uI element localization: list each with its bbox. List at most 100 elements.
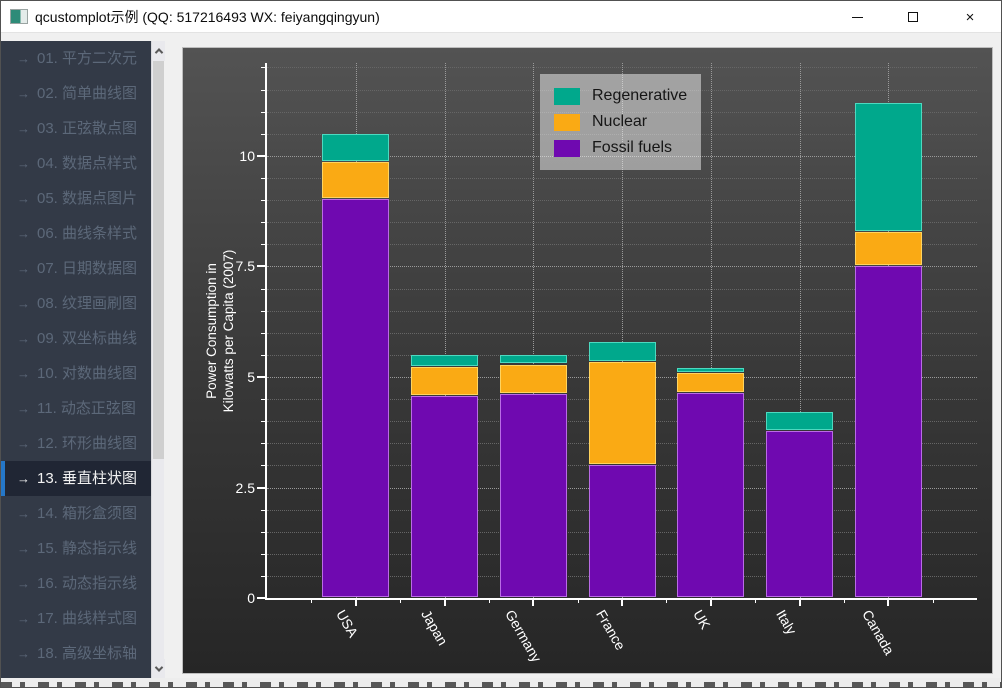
sidebar-item-17[interactable]: → 17. 曲线样式图	[1, 601, 151, 636]
grid-line-vertical	[444, 63, 446, 598]
bar-france-regenerative[interactable]	[588, 341, 656, 362]
legend-swatch	[554, 113, 580, 131]
legend-label: Nuclear	[592, 113, 648, 130]
legend-swatch	[554, 139, 580, 157]
sidebar-item-15[interactable]: → 15. 静态指示线	[1, 531, 151, 566]
x-tick-label: France	[593, 607, 629, 653]
y-sub-tick	[261, 575, 265, 577]
bar-canada-nuclear[interactable]	[854, 231, 922, 266]
sidebar-item-03[interactable]: → 03. 正弦散点图	[1, 111, 151, 146]
sidebar-item-18[interactable]: → 18. 高级坐标轴	[1, 636, 151, 671]
sidebar-item-label: 06. 曲线条样式	[37, 225, 138, 242]
bar-france-fossil-fuels[interactable]	[588, 464, 656, 597]
scrollbar-thumb[interactable]	[153, 61, 164, 459]
bar-japan-fossil-fuels[interactable]	[411, 396, 478, 597]
sidebar-item-12[interactable]: → 12. 环形曲线图	[1, 426, 151, 461]
sidebar-item-01[interactable]: → 01. 平方二次元	[1, 41, 151, 76]
x-sub-tick	[400, 600, 402, 603]
sidebar-item-label: 14. 箱形盒须图	[37, 505, 138, 522]
y-major-tick	[257, 375, 265, 378]
y-sub-tick	[261, 399, 265, 400]
arrow-icon: →	[17, 51, 30, 66]
bar-germany-nuclear[interactable]	[499, 364, 567, 393]
app-icon	[10, 9, 28, 24]
sidebar-item-label: 15. 静态指示线	[37, 540, 138, 557]
sidebar-item-07[interactable]: → 07. 日期数据图	[1, 251, 151, 286]
bar-canada-regenerative[interactable]	[854, 102, 922, 231]
sidebar-item-label: 08. 纹理画刷图	[37, 295, 138, 312]
sidebar-item-02[interactable]: → 02. 简单曲线图	[1, 76, 151, 111]
sidebar-item-06[interactable]: → 06. 曲线条样式	[1, 216, 151, 251]
legend-swatch	[554, 87, 580, 105]
y-tick-label: 10	[239, 147, 255, 164]
y-major-tick	[257, 265, 265, 268]
sidebar-menu: → 01. 平方二次元 → 02. 简单曲线图 → 03. 正弦散点图 → 04. 数据点样式…	[1, 41, 151, 679]
close-button[interactable]: ×	[947, 1, 993, 33]
legend-item-fossil-fuels[interactable]: Fossil fuels	[554, 135, 687, 161]
sidebar-item-13[interactable]: → 13. 垂直柱状图	[1, 461, 151, 496]
minimize-button[interactable]	[834, 1, 880, 33]
bar-italy-regenerative[interactable]	[766, 412, 833, 430]
sidebar-scrollbar[interactable]	[151, 41, 165, 679]
bar-usa-fossil-fuels[interactable]	[322, 198, 390, 597]
sidebar-item-label: 16. 动态指示线	[37, 575, 138, 592]
close-icon: ×	[965, 8, 975, 26]
chevron-up-icon	[154, 48, 163, 57]
grid-line-vertical	[799, 63, 801, 598]
sidebar-item-16[interactable]: → 16. 动态指示线	[1, 566, 151, 601]
bar-france-nuclear[interactable]	[588, 362, 656, 464]
arrow-icon: →	[17, 366, 30, 381]
y-sub-tick	[261, 354, 265, 356]
maximize-icon	[908, 12, 918, 22]
bar-uk-nuclear[interactable]	[677, 372, 745, 393]
bar-italy-fossil-fuels[interactable]	[766, 430, 833, 597]
y-tick-label: 2.5	[235, 479, 255, 496]
bar-uk-regenerative[interactable]	[677, 368, 745, 372]
sidebar-item-05[interactable]: → 05. 数据点图片	[1, 181, 151, 216]
y-sub-tick	[261, 509, 265, 511]
chevron-down-icon	[154, 663, 163, 672]
grid-line-vertical	[533, 63, 535, 598]
sidebar-item-label: 11. 动态正弦图	[37, 400, 136, 417]
sidebar-item-09[interactable]: → 09. 双坐标曲线	[1, 321, 151, 356]
maximize-button[interactable]	[890, 1, 936, 33]
bar-japan-nuclear[interactable]	[411, 367, 478, 396]
sidebar-item-11[interactable]: → 11. 动态正弦图	[1, 391, 151, 426]
x-tick-label: USA	[332, 607, 362, 640]
arrow-icon: →	[17, 296, 30, 311]
bar-uk-fossil-fuels[interactable]	[677, 393, 745, 597]
bar-japan-regenerative[interactable]	[411, 354, 478, 366]
sidebar-item-label: 04. 数据点样式	[37, 155, 138, 172]
arrow-icon: →	[17, 226, 30, 241]
legend: Regenerative Nuclear Fossil fuels	[540, 74, 702, 170]
y-sub-tick	[261, 288, 265, 290]
y-sub-tick	[261, 244, 265, 246]
scroll-down-button[interactable]	[152, 659, 165, 679]
arrow-icon: →	[17, 471, 30, 486]
scroll-up-button[interactable]	[152, 41, 165, 61]
y-sub-tick	[261, 222, 265, 224]
sidebar-item-04[interactable]: → 04. 数据点样式	[1, 146, 151, 181]
x-major-tick	[532, 600, 535, 606]
y-sub-tick	[261, 111, 265, 113]
chart-panel: 0 2.5 5 7.5 10 USA Japan Germany France UK Italy Ca…	[182, 47, 993, 674]
bar-usa-nuclear[interactable]	[322, 161, 390, 198]
arrow-icon: →	[17, 261, 30, 276]
y-axis	[265, 63, 267, 600]
bar-usa-regenerative[interactable]	[322, 133, 390, 161]
bar-canada-fossil-fuels[interactable]	[854, 266, 922, 597]
sidebar-item-08[interactable]: → 08. 纹理画刷图	[1, 286, 151, 321]
sidebar-item-14[interactable]: → 14. 箱形盒须图	[1, 496, 151, 531]
bar-germany-fossil-fuels[interactable]	[499, 393, 567, 597]
sidebar-item-label: 05. 数据点图片	[37, 190, 138, 207]
legend-item-nuclear[interactable]: Nuclear	[554, 109, 687, 135]
legend-item-regenerative[interactable]: Regenerative	[554, 83, 687, 109]
x-major-tick	[621, 600, 623, 606]
clipped-text-fragments	[1, 682, 1001, 687]
x-axis	[265, 598, 977, 600]
sidebar-item-10[interactable]: → 10. 对数曲线图	[1, 356, 151, 391]
y-sub-tick	[261, 200, 265, 202]
x-major-tick	[798, 600, 801, 606]
arrow-icon: →	[17, 121, 30, 136]
bar-germany-regenerative[interactable]	[499, 354, 567, 364]
